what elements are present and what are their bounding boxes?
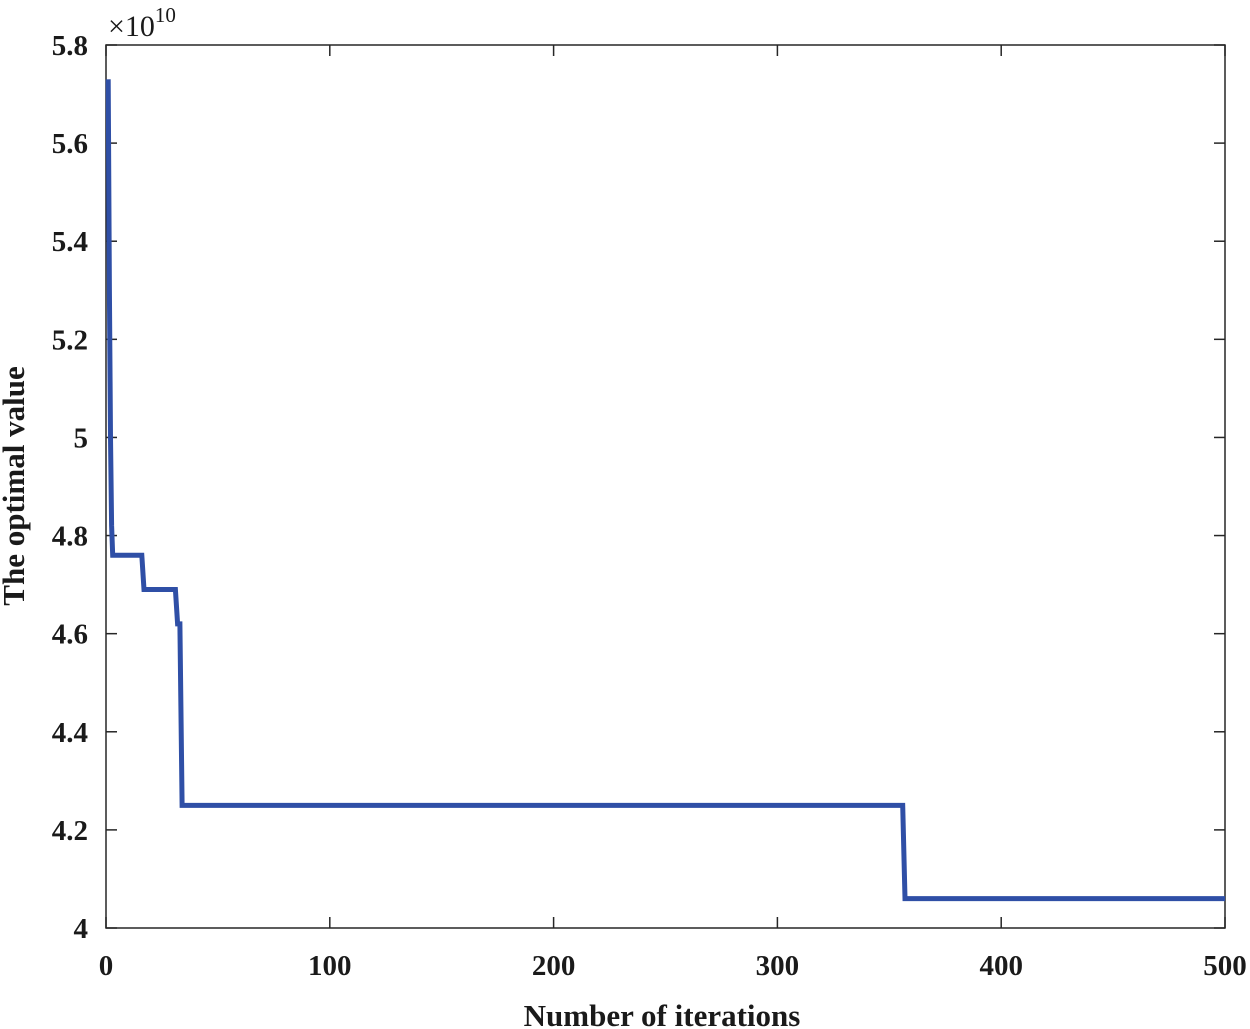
x-tick-labels: 0 100 200 300 400 500 [99,950,1247,982]
x-axis-label: Number of iterations [524,998,801,1029]
x-tick-label: 200 [532,950,576,982]
y-tick-label: 5.2 [52,324,88,356]
x-tick-label: 0 [99,950,114,982]
y-tick-label: 5.8 [52,30,88,62]
y-tick-label: 4 [74,913,89,945]
y-multiplier-base: ×10 [108,10,155,43]
y-tick-label: 5 [74,422,89,454]
y-tick-label: 5.6 [52,128,88,160]
x-tick-label: 400 [979,950,1023,982]
y-multiplier-exponent: 10 [155,3,176,27]
y-tick-label: 5.4 [52,226,88,258]
axes-box [105,44,1226,929]
y-tick-label: 4.8 [52,521,88,553]
y-tick-label: 4.4 [52,717,88,749]
y-multiplier: ×1010 [108,3,176,43]
y-axis-label: The optimal value [0,366,31,605]
y-tick-label: 4.2 [52,815,88,847]
y-tick-label: 4.6 [52,619,88,651]
series-layer [105,79,1225,902]
y-tick-labels: 4 4.2 4.4 4.6 4.8 5 5.2 5.4 5.6 5.8 [52,30,88,945]
x-tick-label: 500 [1203,950,1247,982]
x-tick-label: 100 [308,950,352,982]
x-tick-label: 300 [756,950,800,982]
plot-area [105,44,1226,929]
series-line [105,79,1225,902]
